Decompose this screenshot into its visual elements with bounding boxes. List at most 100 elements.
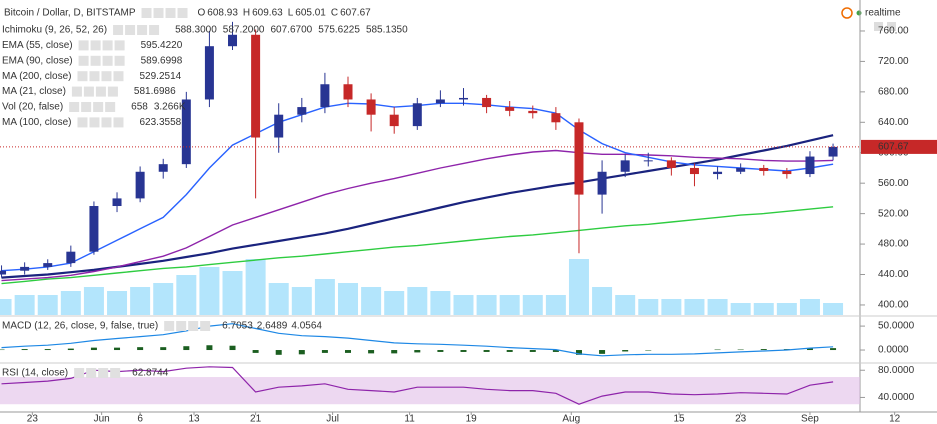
legend-button[interactable]: [107, 86, 118, 97]
x-tick-label: 23: [735, 414, 747, 424]
volume-bar: [753, 303, 774, 315]
candle-body: [274, 114, 284, 138]
y-tick-label: 50.0000: [878, 321, 915, 332]
candle-body: [805, 156, 815, 175]
candle-body: [158, 164, 168, 172]
x-tick-label: 6: [137, 414, 143, 424]
legend-button[interactable]: [102, 55, 113, 66]
legend-button[interactable]: [137, 25, 148, 35]
legend-button[interactable]: [78, 40, 89, 51]
x-tick-label: Aug: [562, 414, 580, 424]
legend-button[interactable]: [141, 8, 152, 18]
candle-body: [528, 110, 538, 114]
panel-value: 2.6489: [257, 321, 288, 332]
x-tick-label: Jul: [326, 414, 339, 424]
volume-bar: [823, 303, 844, 315]
volume-bar: [615, 295, 636, 315]
alert-icon[interactable]: [841, 7, 853, 19]
legend-button[interactable]: [125, 25, 136, 35]
legend-button[interactable]: [177, 8, 188, 18]
legend-button[interactable]: [101, 71, 112, 82]
candle-body: [0, 270, 7, 275]
panel-title: RSI (14, close): [2, 368, 68, 379]
legend-button[interactable]: [102, 40, 113, 51]
legend-button[interactable]: [90, 55, 101, 66]
x-tick-label: 11: [404, 414, 415, 424]
legend-button[interactable]: [101, 117, 112, 128]
legend-button[interactable]: [165, 8, 176, 18]
legend-button[interactable]: [83, 86, 94, 97]
ohlc-value: 609.63: [252, 8, 283, 19]
y-tick-label: 680.00: [878, 86, 909, 97]
legend-button[interactable]: [176, 321, 187, 331]
indicator-value: 607.6700: [271, 25, 313, 36]
indicator-name: EMA (55, close): [2, 40, 73, 51]
legend-button[interactable]: [114, 40, 125, 51]
live-dot: [856, 10, 862, 16]
legend-button[interactable]: [86, 368, 97, 378]
legend-button[interactable]: [77, 117, 88, 128]
legend-button[interactable]: [153, 8, 164, 18]
legend-button[interactable]: [105, 102, 116, 112]
legend-button[interactable]: [149, 25, 160, 35]
indicator-value: 658: [131, 102, 148, 113]
indicator-name: Vol (20, false): [2, 102, 63, 113]
volume-bar: [476, 295, 497, 315]
ohlc-key: C: [331, 8, 338, 19]
candle-body: [689, 167, 699, 175]
legend-button[interactable]: [95, 86, 106, 97]
legend-button[interactable]: [113, 117, 124, 128]
legend-button[interactable]: [188, 321, 199, 331]
legend-button[interactable]: [77, 71, 88, 82]
legend-button[interactable]: [78, 55, 89, 66]
volume-bar: [338, 283, 359, 315]
volume-bar: [268, 283, 289, 315]
legend-button[interactable]: [71, 86, 82, 97]
macd-histogram-bar: [137, 347, 144, 351]
legend-button[interactable]: [69, 102, 80, 112]
legend-button[interactable]: [164, 321, 175, 331]
panel-value: 4.0564: [291, 321, 322, 332]
volume-bar: [776, 303, 797, 315]
x-tick-label: 15: [674, 414, 686, 424]
legend-button[interactable]: [98, 368, 109, 378]
legend-button[interactable]: [110, 368, 121, 378]
legend-button[interactable]: [113, 71, 124, 82]
legend-button[interactable]: [113, 25, 124, 35]
legend-button[interactable]: [89, 117, 100, 128]
indicator-value: 581.6986: [134, 86, 176, 97]
volume-bar: [638, 299, 659, 315]
volume-bar: [661, 299, 682, 315]
y-tick-label: 520.00: [878, 208, 909, 219]
volume-bar: [245, 259, 266, 315]
candle-body: [736, 167, 746, 172]
y-tick-label: 720.00: [878, 56, 909, 67]
y-tick-label: 640.00: [878, 117, 909, 128]
legend-button[interactable]: [89, 71, 100, 82]
legend-button[interactable]: [114, 55, 125, 66]
macd-histogram-bar: [298, 350, 305, 355]
candle-body: [412, 103, 422, 127]
legend-button[interactable]: [200, 321, 211, 331]
indicator-value: 585.1350: [366, 25, 408, 36]
volume-bar: [0, 299, 12, 315]
volume-bar: [545, 295, 566, 315]
macd-histogram-bar: [391, 350, 398, 354]
indicator-name: EMA (90, close): [2, 55, 73, 66]
volume-bar: [499, 295, 520, 315]
tool-button[interactable]: [887, 22, 896, 31]
legend-button[interactable]: [74, 368, 85, 378]
panel-value: 6.7053: [222, 321, 253, 332]
indicator-line: [1, 206, 834, 285]
volume-bar: [384, 291, 405, 315]
macd-histogram-bar: [460, 350, 467, 352]
candle-body: [297, 107, 307, 115]
legend-button[interactable]: [81, 102, 92, 112]
legend-button[interactable]: [90, 40, 101, 51]
candle-body: [20, 266, 30, 271]
volume-bar: [730, 303, 751, 315]
legend-button[interactable]: [93, 102, 104, 112]
tool-button[interactable]: [874, 22, 883, 31]
x-tick-label: Jun: [94, 414, 110, 424]
volume-bar: [568, 259, 589, 315]
